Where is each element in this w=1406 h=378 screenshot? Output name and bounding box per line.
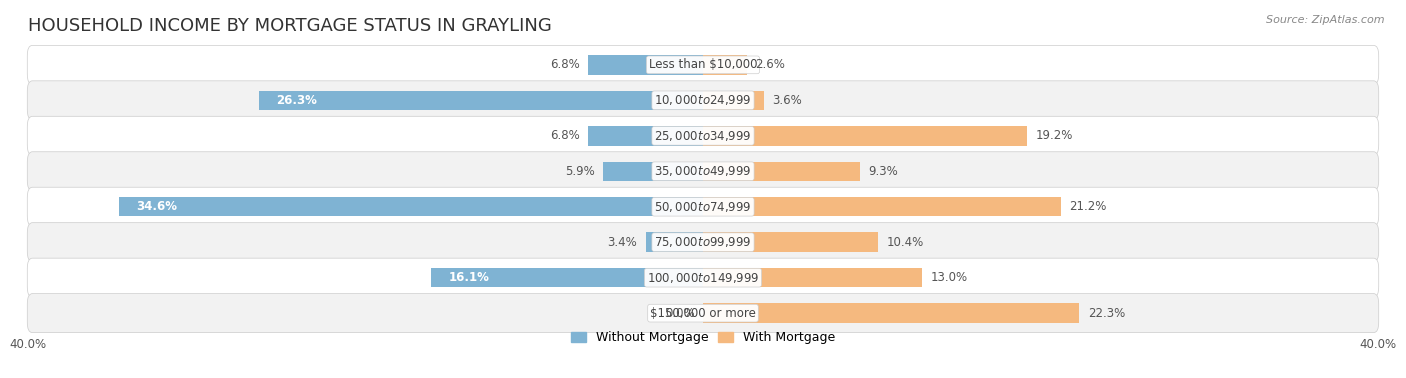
Bar <box>703 304 1080 323</box>
Bar <box>645 232 703 252</box>
Text: $75,000 to $99,999: $75,000 to $99,999 <box>654 235 752 249</box>
Bar <box>703 55 747 74</box>
Text: 3.4%: 3.4% <box>607 236 637 249</box>
Text: 2.6%: 2.6% <box>755 58 785 71</box>
Bar <box>259 91 703 110</box>
Text: 22.3%: 22.3% <box>1088 307 1125 320</box>
Bar <box>703 161 860 181</box>
FancyBboxPatch shape <box>27 116 1379 155</box>
Legend: Without Mortgage, With Mortgage: Without Mortgage, With Mortgage <box>565 326 841 349</box>
Text: $150,000 or more: $150,000 or more <box>650 307 756 320</box>
Text: $100,000 to $149,999: $100,000 to $149,999 <box>647 271 759 285</box>
Text: 13.0%: 13.0% <box>931 271 967 284</box>
Text: Less than $10,000: Less than $10,000 <box>648 58 758 71</box>
Text: 21.2%: 21.2% <box>1069 200 1107 213</box>
Text: 6.8%: 6.8% <box>550 129 579 142</box>
Bar <box>603 161 703 181</box>
Bar <box>588 55 703 74</box>
Text: $50,000 to $74,999: $50,000 to $74,999 <box>654 200 752 214</box>
Text: 0.0%: 0.0% <box>665 307 695 320</box>
Text: 6.8%: 6.8% <box>550 58 579 71</box>
Text: 5.9%: 5.9% <box>565 165 595 178</box>
Text: $10,000 to $24,999: $10,000 to $24,999 <box>654 93 752 107</box>
Text: $25,000 to $34,999: $25,000 to $34,999 <box>654 129 752 143</box>
Text: $35,000 to $49,999: $35,000 to $49,999 <box>654 164 752 178</box>
FancyBboxPatch shape <box>27 294 1379 333</box>
Bar <box>703 232 879 252</box>
Bar <box>703 91 763 110</box>
Text: 16.1%: 16.1% <box>449 271 489 284</box>
Bar <box>703 126 1026 146</box>
Text: 10.4%: 10.4% <box>887 236 924 249</box>
Text: HOUSEHOLD INCOME BY MORTGAGE STATUS IN GRAYLING: HOUSEHOLD INCOME BY MORTGAGE STATUS IN G… <box>28 17 553 36</box>
FancyBboxPatch shape <box>27 45 1379 84</box>
Text: 3.6%: 3.6% <box>772 94 801 107</box>
FancyBboxPatch shape <box>27 152 1379 191</box>
FancyBboxPatch shape <box>27 258 1379 297</box>
Bar <box>703 268 922 287</box>
FancyBboxPatch shape <box>27 81 1379 120</box>
Bar <box>120 197 703 217</box>
Bar <box>432 268 703 287</box>
Text: 34.6%: 34.6% <box>136 200 177 213</box>
Text: 9.3%: 9.3% <box>869 165 898 178</box>
Text: 26.3%: 26.3% <box>276 94 316 107</box>
Bar <box>588 126 703 146</box>
Bar <box>703 197 1060 217</box>
FancyBboxPatch shape <box>27 223 1379 262</box>
FancyBboxPatch shape <box>27 187 1379 226</box>
Text: Source: ZipAtlas.com: Source: ZipAtlas.com <box>1267 15 1385 25</box>
Text: 19.2%: 19.2% <box>1035 129 1073 142</box>
